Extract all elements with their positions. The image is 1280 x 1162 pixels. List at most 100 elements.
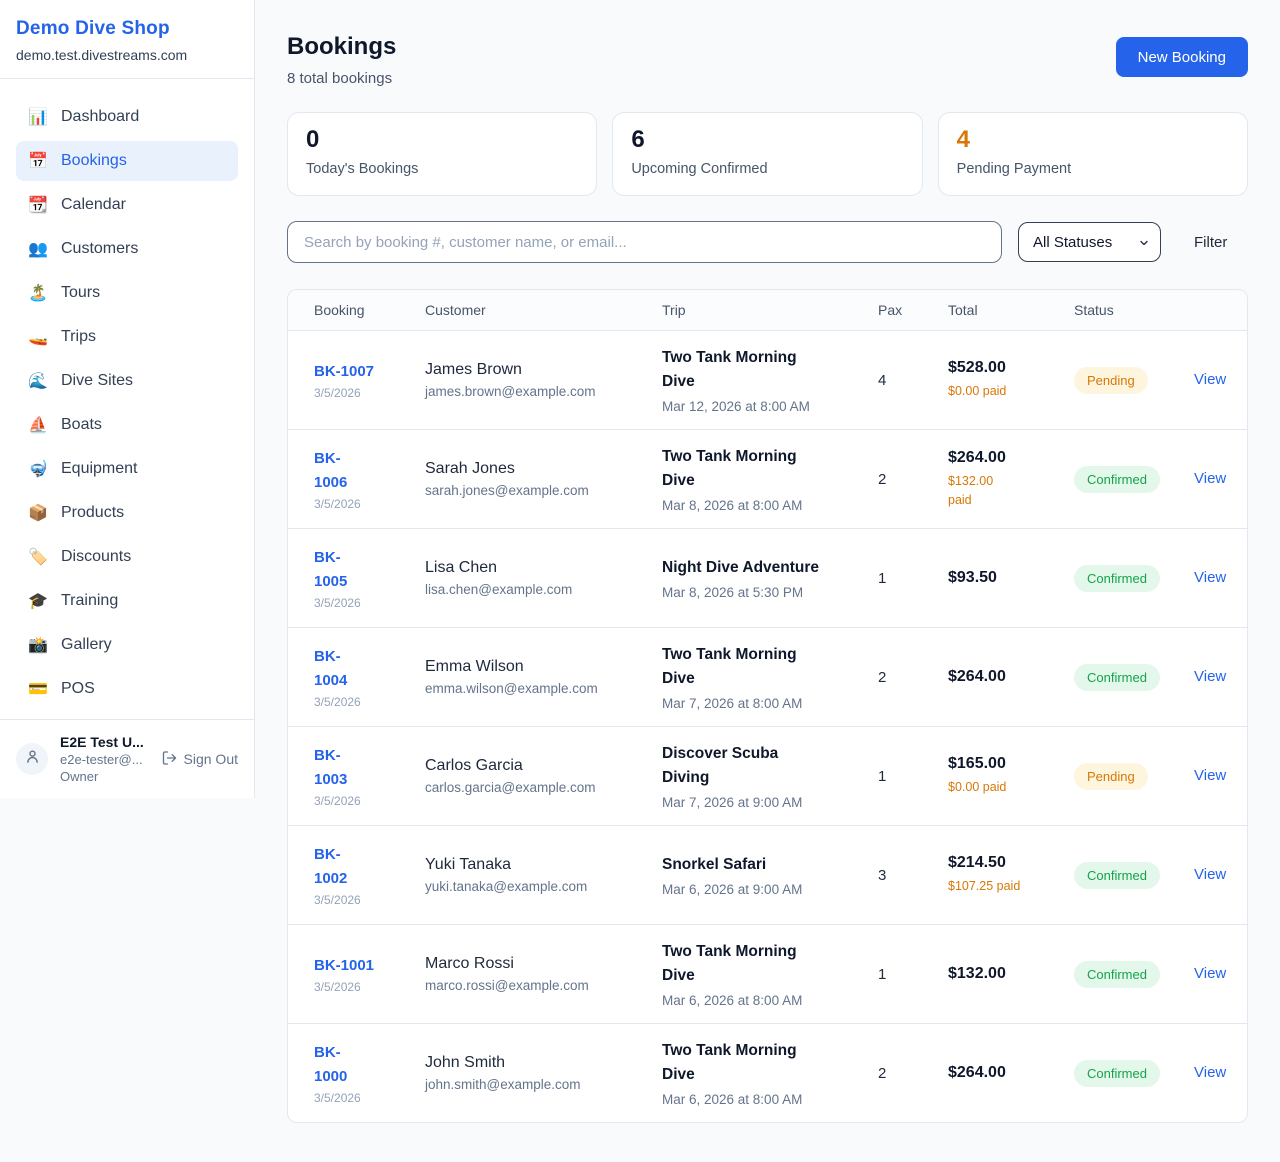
pax-count: 3	[878, 866, 887, 884]
sidebar-item-discounts[interactable]: 🏷️ Discounts	[28, 548, 132, 566]
paid-amount: $0.00 paid	[948, 384, 1007, 399]
trip-name: Two Tank Morning Dive	[662, 943, 797, 984]
sign-out-label: Sign Out	[183, 751, 238, 767]
total-amount: $264.00	[948, 668, 1006, 685]
filter-button[interactable]: Filter	[1194, 233, 1228, 251]
sidebar-item-bookings[interactable]: 📅 Bookings	[16, 141, 238, 181]
view-link[interactable]: View	[1194, 569, 1227, 586]
trip-datetime: Mar 8, 2026 at 5:30 PM	[662, 585, 804, 601]
table-row: BK- 1006 3/5/2026 Sarah Jones sarah.jone…	[288, 429, 1247, 528]
discounts-icon: 🏷️	[28, 549, 48, 566]
sign-out-button[interactable]: Sign Out	[161, 750, 238, 769]
stat-label: Today's Bookings	[306, 161, 419, 177]
customer-name: James Brown	[425, 361, 522, 378]
customer-email: carlos.garcia@example.com	[425, 780, 596, 795]
status-badge: Pending	[1074, 762, 1148, 790]
column-header-customer: Customer	[425, 302, 486, 318]
total-amount: $165.00	[948, 755, 1006, 773]
status-badge: Confirmed	[1074, 861, 1160, 889]
trip-datetime: Mar 7, 2026 at 8:00 AM	[662, 695, 803, 711]
trip-datetime: Mar 6, 2026 at 8:00 AM	[662, 992, 803, 1008]
booking-id-link[interactable]: BK-1007	[314, 362, 375, 380]
booking-id-link[interactable]: BK- 1003	[314, 747, 348, 788]
table-row: BK- 1002 3/5/2026 Yuki Tanaka yuki.tanak…	[288, 825, 1247, 924]
pax-count: 1	[878, 767, 887, 785]
pax-count: 4	[878, 371, 887, 389]
view-link[interactable]: View	[1194, 767, 1227, 784]
stat-card: 0 Today's Bookings	[287, 112, 598, 196]
sidebar-item-dashboard[interactable]: 📊 Dashboard	[28, 108, 140, 126]
status-badge: Pending	[1074, 366, 1148, 394]
customer-name: John Smith	[425, 1054, 506, 1071]
sidebar-header: Demo Dive Shop demo.test.divestreams.com	[0, 0, 254, 78]
page-subtitle: 8 total bookings	[287, 70, 393, 87]
sidebar-item-equipment[interactable]: 🤿 Equipment	[28, 460, 138, 478]
customer-email: james.brown@example.com	[425, 384, 596, 399]
view-link[interactable]: View	[1194, 965, 1227, 982]
view-link[interactable]: View	[1194, 470, 1227, 487]
booking-created-date: 3/5/2026	[314, 892, 361, 907]
sidebar-item-products[interactable]: 📦 Products	[28, 504, 125, 522]
status-filter-select[interactable]: All Statuses	[1018, 222, 1161, 262]
sidebar-item-customers[interactable]: 👥 Customers	[28, 240, 139, 258]
booking-created-date: 3/5/2026	[314, 595, 361, 610]
trip-datetime: Mar 12, 2026 at 8:00 AM	[662, 398, 810, 414]
user-email: e2e-tester@...	[60, 752, 143, 767]
table-row: BK- 1005 3/5/2026 Lisa Chen lisa.chen@ex…	[288, 528, 1247, 627]
view-link[interactable]: View	[1194, 668, 1227, 685]
trip-name: Snorkel Safari	[662, 855, 767, 873]
status-badge: Confirmed	[1074, 960, 1160, 988]
total-amount: $528.00	[948, 359, 1006, 377]
customer-email: lisa.chen@example.com	[425, 582, 573, 597]
brand-domain: demo.test.divestreams.com	[16, 47, 188, 63]
total-amount: $132.00	[948, 965, 1006, 982]
view-link[interactable]: View	[1194, 866, 1227, 883]
booking-created-date: 3/5/2026	[314, 980, 361, 995]
avatar	[16, 743, 48, 775]
sidebar-item-boats[interactable]: ⛵ Boats	[28, 416, 102, 434]
customer-name: Marco Rossi	[425, 955, 514, 972]
customer-name: Lisa Chen	[425, 559, 498, 576]
sidebar-item-training[interactable]: 🎓 Training	[28, 592, 119, 610]
booking-id-link[interactable]: BK- 1004	[314, 648, 348, 689]
sidebar-item-trips[interactable]: 🚤 Trips	[28, 328, 96, 346]
sidebar-item-pos[interactable]: 💳 POS	[28, 680, 95, 698]
page-title-block: Bookings 8 total bookings	[287, 33, 396, 87]
booking-id-link[interactable]: BK- 1000	[314, 1044, 348, 1085]
customers-icon: 👥	[28, 241, 48, 258]
new-booking-button[interactable]: New Booking	[1115, 37, 1248, 77]
pax-count: 2	[878, 1064, 887, 1082]
training-icon: 🎓	[28, 593, 48, 610]
column-header-booking: Booking	[314, 302, 365, 318]
trip-datetime: Mar 7, 2026 at 9:00 AM	[662, 794, 803, 810]
user-icon	[24, 748, 41, 770]
customer-email: john.smith@example.com	[425, 1077, 581, 1092]
booking-id-link[interactable]: BK- 1005	[314, 549, 348, 590]
customer-name: Yuki Tanaka	[425, 856, 511, 873]
sidebar-item-calendar[interactable]: 📆 Calendar	[28, 196, 126, 214]
search-input[interactable]	[287, 221, 1002, 263]
booking-id-link[interactable]: BK-1001	[314, 956, 375, 974]
view-link[interactable]: View	[1194, 1064, 1227, 1081]
boats-icon: ⛵	[28, 417, 48, 434]
stat-card: 4 Pending Payment	[937, 112, 1248, 196]
booking-id-link[interactable]: BK- 1002	[314, 846, 348, 887]
tours-icon: 🏝️	[28, 285, 48, 302]
status-filter-wrap: All Statuses	[1018, 222, 1161, 262]
booking-created-date: 3/5/2026	[314, 694, 361, 709]
table-row: BK- 1004 3/5/2026 Emma Wilson emma.wilso…	[288, 627, 1247, 726]
pax-count: 1	[878, 965, 887, 983]
sidebar-item-dive-sites[interactable]: 🌊 Dive Sites	[28, 372, 134, 390]
customer-email: emma.wilson@example.com	[425, 681, 598, 696]
sidebar-item-tours[interactable]: 🏝️ Tours	[28, 284, 101, 302]
trip-datetime: Mar 6, 2026 at 9:00 AM	[662, 882, 803, 898]
page-title: Bookings	[287, 33, 397, 60]
customer-name: Carlos Garcia	[425, 757, 523, 774]
brand-name: Demo Dive Shop	[16, 18, 170, 39]
total-amount: $264.00	[948, 448, 1006, 466]
sidebar-item-gallery[interactable]: 📸 Gallery	[28, 636, 112, 654]
customer-email: sarah.jones@example.com	[425, 483, 589, 498]
view-link[interactable]: View	[1194, 371, 1227, 388]
booking-id-link[interactable]: BK- 1006	[314, 450, 348, 491]
sign-out-icon	[161, 750, 178, 769]
